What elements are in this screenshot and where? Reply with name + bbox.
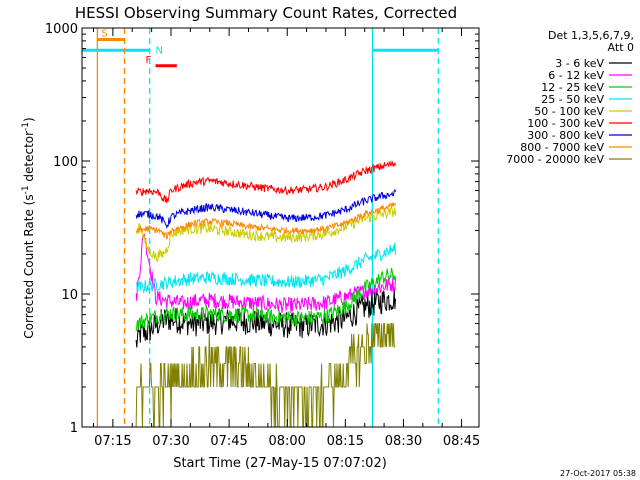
plot-area: SNF 07:15 07:30 07:45 08:00 08:15 08:30 08:45 … bbox=[45, 22, 480, 449]
flag-label: S bbox=[101, 28, 107, 39]
plot-frame bbox=[81, 27, 480, 428]
x-tick-label: 07:15 bbox=[94, 434, 131, 449]
legend-entry-label: 50 - 100 keV bbox=[534, 105, 604, 118]
legend-entry-label: 300 - 800 keV bbox=[527, 129, 604, 142]
legend-entry-label: 25 - 50 keV bbox=[541, 93, 604, 106]
y-label-exp2: -1 bbox=[21, 122, 31, 131]
y-label-mid: detector bbox=[22, 131, 36, 186]
legend-entry-label: 6 - 12 keV bbox=[548, 69, 604, 82]
flag-label: F bbox=[145, 55, 151, 66]
series-line bbox=[135, 232, 396, 314]
legend-entry-label: 100 - 300 keV bbox=[527, 117, 604, 130]
y-tick-label: 1000 bbox=[45, 22, 78, 37]
y-label-end: ) bbox=[22, 117, 36, 122]
series-line bbox=[135, 201, 396, 240]
y-tick-label: 1 bbox=[70, 421, 78, 436]
series-line bbox=[135, 160, 396, 204]
x-tick-label: 08:15 bbox=[327, 434, 364, 449]
series-line bbox=[135, 188, 396, 230]
chart-title: HESSI Observing Summary Count Rates, Cor… bbox=[75, 4, 457, 22]
legend-entry-label: 3 - 6 keV bbox=[555, 57, 604, 70]
series-line bbox=[135, 267, 396, 332]
y-tick-label: 100 bbox=[53, 155, 78, 170]
legend-header-line1: Det 1,3,5,6,7,9, bbox=[548, 29, 634, 42]
x-tick-label: 08:30 bbox=[385, 434, 422, 449]
x-tick-label: 08:00 bbox=[268, 434, 305, 449]
y-axis-label: Corrected Count Rate (s-1 detector-1) bbox=[21, 117, 36, 338]
y-tick-label: 10 bbox=[61, 288, 78, 303]
x-tick-label: 08:45 bbox=[443, 434, 480, 449]
legend-header-line2: Att 0 bbox=[608, 41, 634, 54]
y-label-exp1: -1 bbox=[21, 185, 31, 194]
x-tick-label: 07:45 bbox=[210, 434, 247, 449]
x-axis-label: Start Time (27-May-15 07:07:02) bbox=[173, 456, 387, 471]
flag-label: N bbox=[155, 45, 162, 56]
series-line bbox=[135, 242, 396, 295]
footer-date: 27-Oct-2017 05:38 bbox=[560, 469, 636, 478]
legend-entry-label: 7000 - 20000 keV bbox=[506, 153, 604, 166]
series-line bbox=[135, 323, 396, 428]
legend-entry-label: 800 - 7000 keV bbox=[520, 141, 604, 154]
y-label-base: Corrected Count Rate (s bbox=[22, 194, 36, 338]
legend-entry-label: 12 - 25 keV bbox=[541, 81, 604, 94]
x-tick-label: 07:30 bbox=[152, 434, 189, 449]
